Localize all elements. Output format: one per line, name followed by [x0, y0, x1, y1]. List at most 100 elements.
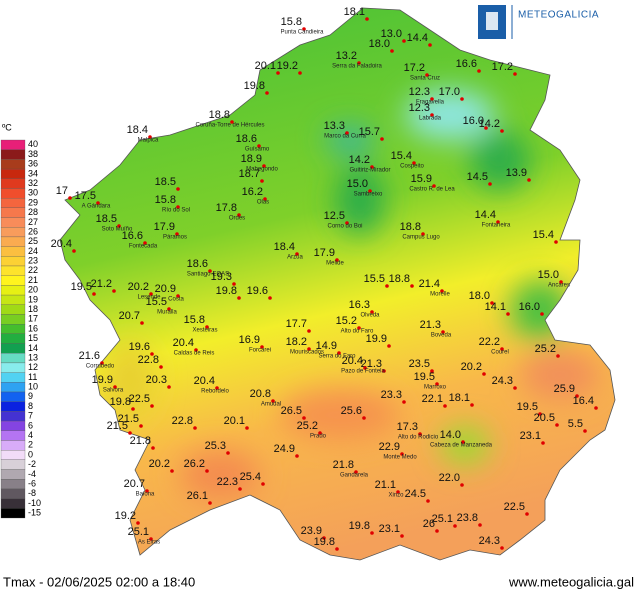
station-dot	[335, 547, 339, 551]
station-dot	[357, 326, 361, 330]
station-name: Costa	[168, 297, 184, 303]
legend-swatch	[0, 401, 26, 412]
station-name: Amudal	[261, 402, 281, 408]
legend-label: 28	[28, 207, 38, 217]
station-value: 18.6	[236, 133, 257, 145]
station-dot	[295, 252, 299, 256]
station-dot	[500, 347, 504, 351]
station-dot	[432, 184, 436, 188]
legend-swatch	[0, 324, 26, 334]
station-value: 13.2	[336, 50, 357, 62]
legend-swatch	[0, 508, 26, 519]
station-name: Sambreixo	[354, 192, 383, 198]
station-name: Cospeito	[400, 164, 424, 170]
station-dot	[100, 361, 104, 365]
station-value: 20.7	[119, 310, 140, 322]
station-dot	[150, 404, 154, 408]
station-name: Alto do Rodicio	[398, 435, 439, 441]
station-name: Olas	[257, 200, 269, 206]
station-value: 21.6	[79, 350, 100, 362]
station-dot	[237, 213, 241, 217]
station-value: 18.9	[241, 153, 262, 165]
station-dot	[402, 39, 406, 43]
station-dot	[496, 220, 500, 224]
station-value: 18.4	[127, 124, 148, 136]
station-value: 12.3	[409, 86, 430, 98]
station-dot	[430, 369, 434, 373]
legend-swatch	[0, 178, 26, 189]
legend-label: 32	[28, 178, 38, 188]
station-value: 24.5	[405, 488, 426, 500]
station-dot	[238, 487, 242, 491]
station-dot	[461, 440, 465, 444]
station-dot	[357, 61, 361, 65]
station-dot	[490, 301, 494, 305]
station-value: 15.8	[281, 16, 302, 28]
station-dot	[541, 441, 545, 445]
station-name: Cabeza de Manzaneda	[430, 443, 493, 449]
legend-label: 36	[28, 159, 38, 169]
station-value: 22.9	[379, 441, 400, 453]
station-name: Monte Medo	[383, 455, 417, 461]
station-name: Fragavella	[416, 100, 445, 106]
logo: METEOGALICIA	[478, 5, 599, 39]
station-dot	[380, 137, 384, 141]
station-dot	[575, 394, 579, 398]
station-name: Labrada	[419, 116, 442, 122]
station-value: 19.8	[314, 536, 335, 548]
station-dot	[583, 429, 587, 433]
station-dot	[131, 407, 135, 411]
legend-swatch	[0, 227, 26, 238]
station-value: 19.5	[517, 401, 538, 413]
legend-label: 27	[28, 217, 38, 227]
station-dot	[513, 386, 517, 390]
station-name: Serra da Faladoira	[332, 64, 382, 70]
legend-swatch	[0, 294, 26, 305]
station-value: 23.8	[457, 512, 478, 524]
station-dot	[354, 470, 358, 474]
legend-swatch	[0, 265, 26, 276]
station-dot	[470, 403, 474, 407]
station-name: Guitiriz-Mirador	[349, 168, 390, 174]
station-name: Río do Sol	[162, 208, 190, 214]
station-dot	[525, 512, 529, 516]
legend-swatch	[0, 275, 26, 286]
station-value: 24.3	[492, 375, 513, 387]
station-dot	[362, 416, 366, 420]
station-dot	[430, 113, 434, 117]
station-value: 18.4	[274, 241, 295, 253]
legend-swatch	[0, 469, 26, 480]
station-dot	[400, 534, 404, 538]
station-dot	[237, 296, 241, 300]
station-dot	[460, 97, 464, 101]
legend-label: 10	[28, 382, 38, 392]
station-value: 16.2	[242, 186, 263, 198]
station-dot	[159, 365, 163, 369]
legend-label: 13	[28, 352, 38, 362]
station-dot	[295, 454, 299, 458]
station-value: 23.3	[381, 389, 402, 401]
legend-label: 34	[28, 168, 38, 178]
station-name: Ordes	[229, 216, 245, 222]
station-dot	[230, 120, 234, 124]
station-value: 15.9	[411, 173, 432, 185]
logo-text: METEOGALICIA	[518, 10, 599, 21]
station-dot	[370, 310, 374, 314]
station-value: 18.5	[96, 213, 117, 225]
station-dot	[345, 131, 349, 135]
station-value: 22.8	[172, 415, 193, 427]
station-value: 20.7	[124, 478, 145, 490]
station-value: 25.6	[341, 405, 362, 417]
station-dot	[453, 524, 457, 528]
station-dot	[488, 182, 492, 186]
station-dot	[128, 431, 132, 435]
station-value: 16.6	[122, 230, 143, 242]
station-dot	[370, 531, 374, 535]
station-dot	[261, 482, 265, 486]
legend-swatch	[0, 391, 26, 402]
station-name: Olveda	[360, 313, 380, 319]
legend-swatch	[0, 314, 26, 325]
station-dot	[170, 469, 174, 473]
station-value: 15.7	[359, 126, 380, 138]
legend-swatch	[0, 488, 26, 499]
